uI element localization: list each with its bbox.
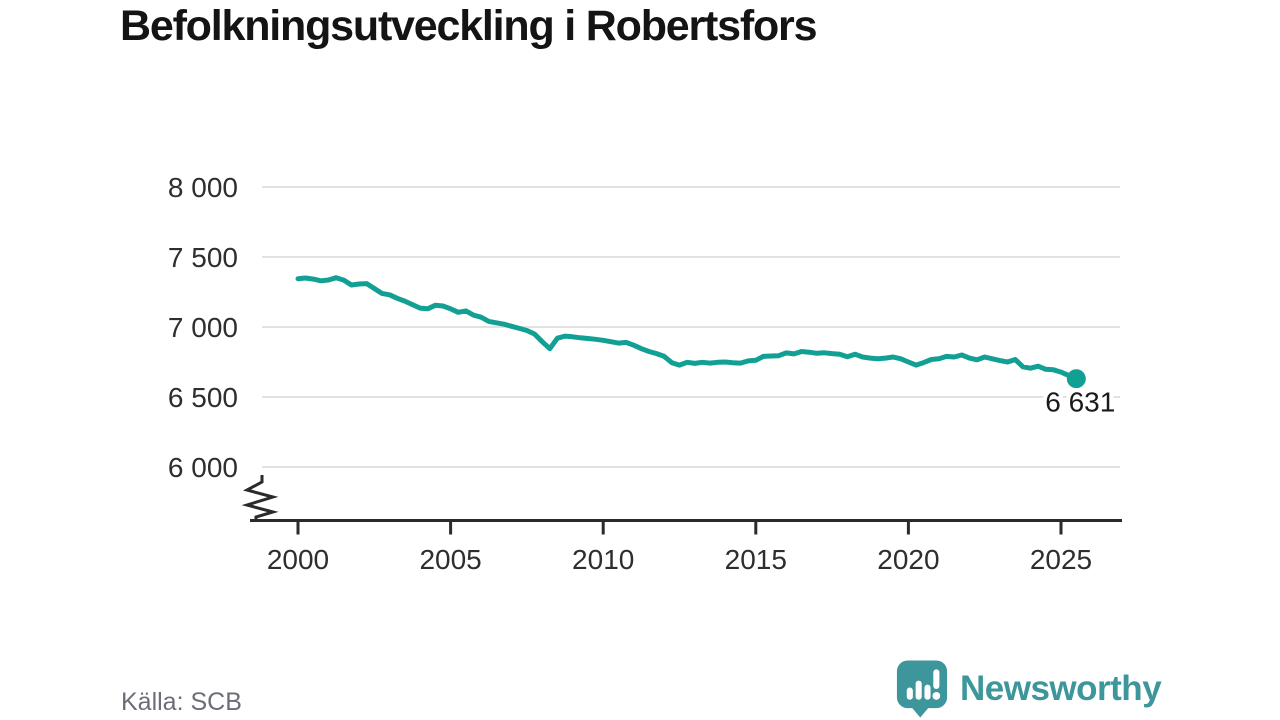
- exclamation-rod-icon: [933, 669, 940, 689]
- x-axis-tick-label: 2000: [267, 544, 329, 575]
- bar-icon-small: [906, 687, 913, 700]
- x-axis-tick-label: 2010: [572, 544, 634, 575]
- y-axis-break-icon: [241, 475, 279, 520]
- y-axis-tick-label: 7 000: [168, 312, 238, 343]
- source-label: Källa: SCB: [121, 688, 242, 716]
- latest-value-label: 6 631: [1045, 387, 1115, 418]
- bubble-shape: [896, 660, 948, 718]
- latest-value-dot: [1066, 369, 1086, 389]
- bar-icon-tall: [915, 680, 922, 700]
- newsworthy-logo: Newsworthy: [895, 659, 1162, 718]
- y-axis-tick-label: 6 000: [168, 452, 238, 483]
- x-axis-tick-label: 2025: [1030, 544, 1092, 575]
- chart-title: Befolkningsutveckling i Robertsfors: [120, 2, 817, 50]
- newsworthy-speech-bubble-icon: [896, 660, 948, 718]
- x-axis-tick-label: 2015: [725, 544, 787, 575]
- x-axis-tick-label: 2020: [877, 544, 939, 575]
- exclamation-dot-icon: [932, 692, 941, 700]
- x-axis-tick-label: 2005: [419, 544, 481, 575]
- y-axis-tick-label: 6 500: [168, 382, 238, 413]
- bar-icon-medium: [924, 684, 931, 700]
- population-series-line: [295, 275, 1079, 382]
- y-axis-tick-label: 8 000: [168, 172, 238, 203]
- y-axis-tick-label: 7 500: [168, 242, 238, 273]
- newsworthy-wordmark: Newsworthy: [960, 668, 1162, 708]
